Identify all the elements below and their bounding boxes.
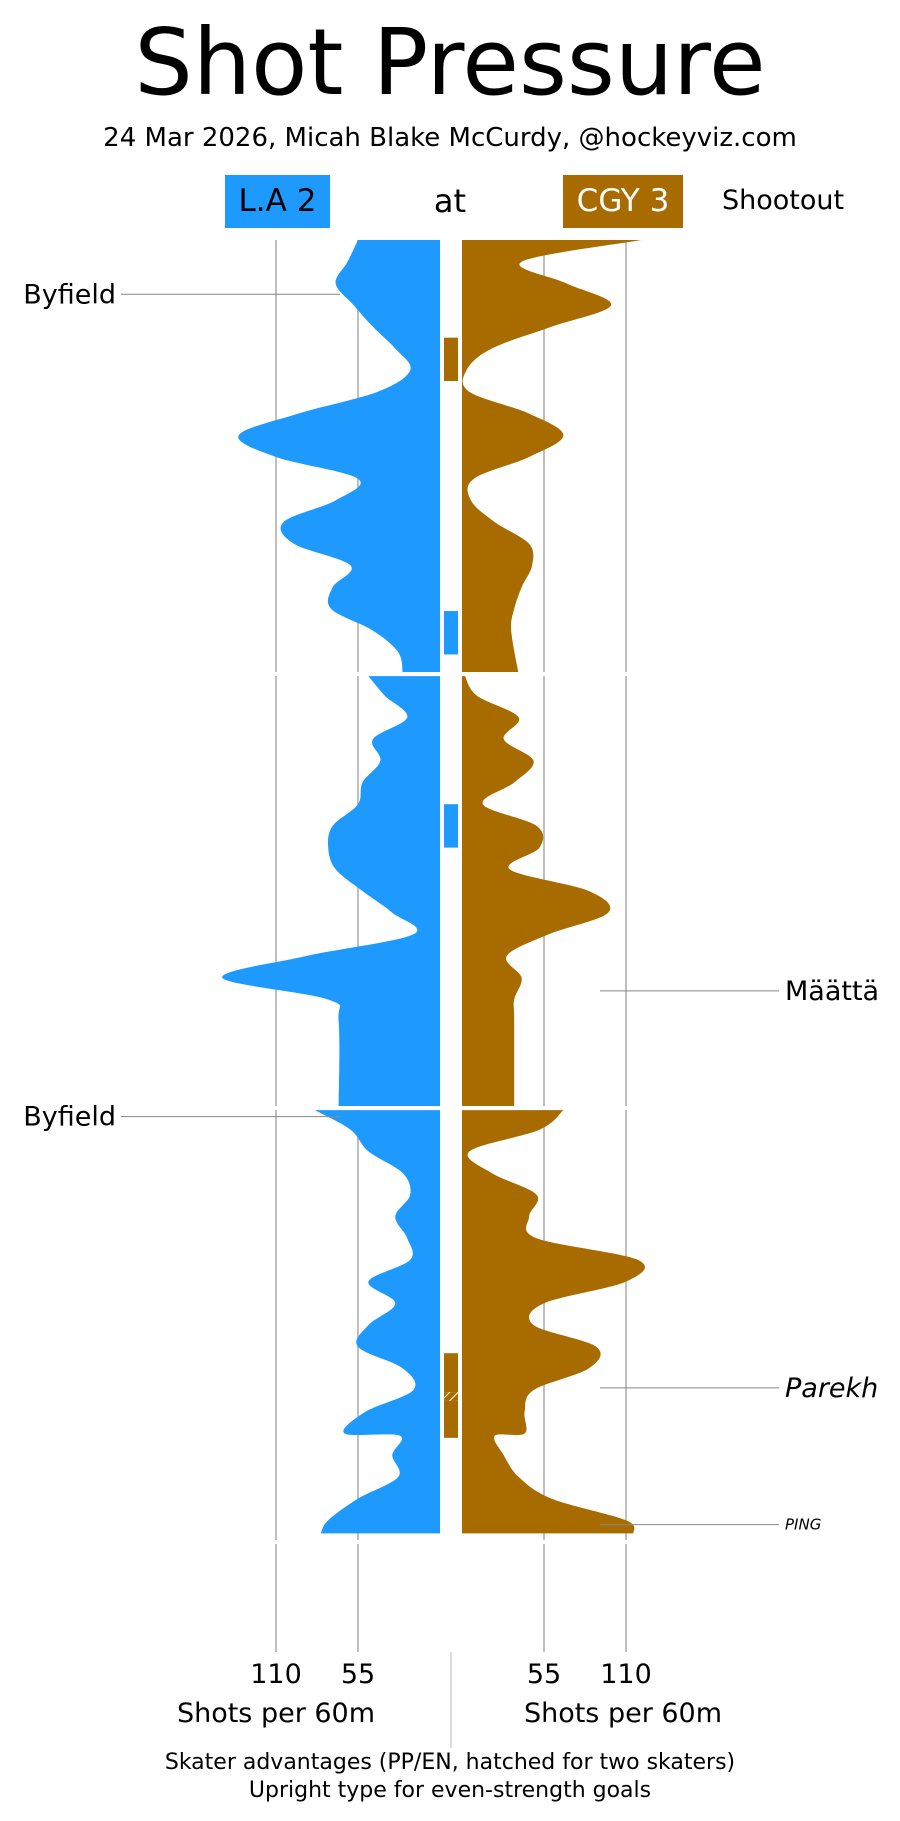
away-pressure-area-3: [314, 1110, 440, 1534]
goal-label: PING: [785, 1516, 821, 1534]
period-breaks: [0, 240, 900, 1652]
home-team-badge: CGY 3: [563, 175, 683, 228]
subtitle: 24 Mar 2026, Micah Blake McCurdy, @hocke…: [103, 123, 797, 153]
tick-label-left: 110: [250, 1659, 302, 1690]
advantage-markers: [444, 337, 458, 1438]
footer-note-advantages: Skater advantages (PP/EN, hatched for tw…: [164, 1750, 736, 1775]
advantage-marker-2: [444, 611, 458, 655]
center-lane: [440, 240, 462, 1652]
footer-note-goals: Upright type for even-strength goals: [248, 1778, 652, 1803]
advantage-marker-3: [444, 804, 458, 848]
axis-labels: 110 110 55 55 Shots per 60m Shots per 60m: [177, 1659, 722, 1729]
advantage-marker-1: [444, 337, 458, 382]
away-pressure-area-1: [238, 240, 440, 674]
away-pressure-area-2: [222, 676, 440, 1108]
goal-label: Byfield: [23, 1102, 116, 1133]
home-pressure-area-3: [462, 1110, 645, 1534]
advantage-marker-5: [444, 1392, 458, 1401]
advantage-marker-6: [444, 1400, 458, 1438]
page-title: Shot Pressure: [134, 9, 766, 116]
home-pressure-area-2: [462, 676, 611, 1108]
advantage-marker-4: [444, 1353, 458, 1393]
game-status: Shootout: [722, 185, 845, 216]
pressure-areas: [222, 240, 645, 1534]
away-team-badge: L.A 2: [225, 175, 330, 228]
goal-label: Parekh: [785, 1373, 878, 1404]
tick-label-left: 55: [341, 1659, 375, 1690]
goal-labels: Byfield Byfield Määttä Parekh PING: [23, 279, 879, 1533]
home-pressure-area-1: [462, 240, 641, 674]
goal-label: Byfield: [23, 279, 116, 310]
tick-label-right: 110: [600, 1659, 652, 1690]
axis-label-left: Shots per 60m: [177, 1698, 375, 1729]
tick-label-right: 55: [527, 1659, 561, 1690]
goal-label: Määttä: [785, 976, 879, 1007]
axis-label-right: Shots per 60m: [524, 1698, 722, 1729]
at-label: at: [433, 182, 467, 220]
